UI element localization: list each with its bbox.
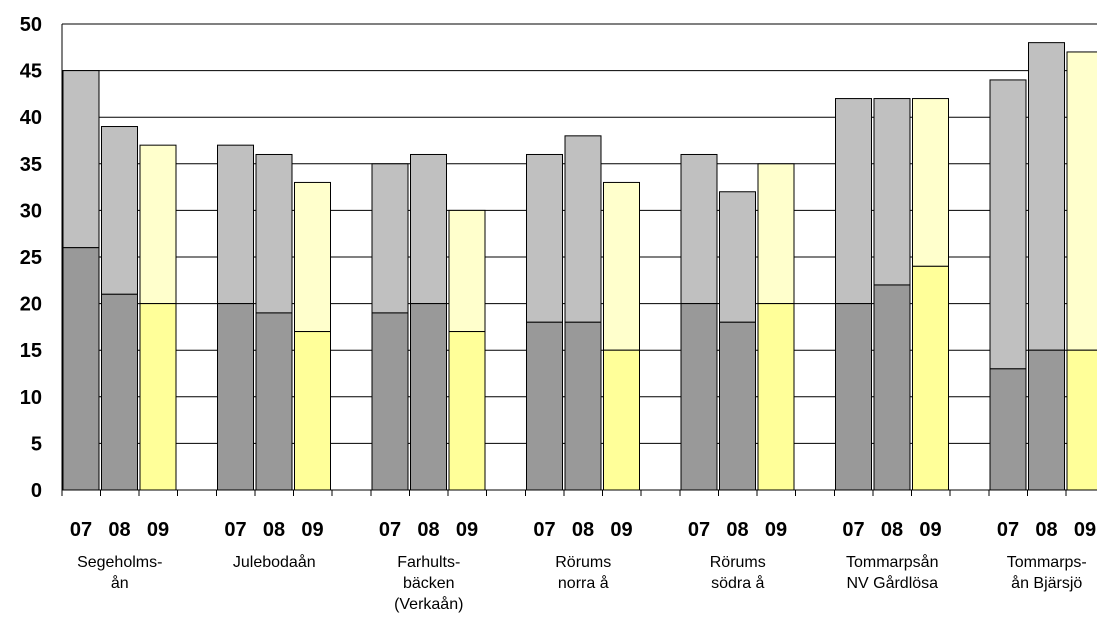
bar-lower-segment [139, 303, 177, 491]
bar-upper-segment [873, 98, 911, 286]
year-label: 08 [572, 519, 594, 541]
year-label: 07 [224, 519, 246, 541]
year-label: 09 [610, 519, 632, 541]
bar-lower-segment [912, 265, 949, 491]
category-label: Julebodaån [233, 553, 316, 571]
bar-lower-segment [526, 321, 563, 491]
category-label: norra å [558, 574, 609, 592]
bar-upper-segment [564, 135, 602, 323]
y-tick-label: 35 [20, 154, 42, 176]
year-label: 07 [533, 519, 555, 541]
bar-lower-segment [101, 293, 138, 491]
label-layer: 07 08 09 Segeholms-ån 07 08 09 Julebodaån 07 08 09… [70, 519, 1096, 613]
y-tick-label: 0 [31, 480, 42, 502]
bar-upper-segment [680, 153, 718, 305]
year-label: 07 [688, 519, 710, 541]
year-label: 08 [108, 519, 130, 541]
y-tick-label: 45 [20, 61, 42, 83]
bar-upper-segment [62, 70, 100, 249]
bar-lower-segment [873, 284, 911, 491]
year-label: 08 [1035, 519, 1057, 541]
year-label: 08 [417, 519, 439, 541]
year-label: 09 [1074, 519, 1096, 541]
year-label: 07 [70, 519, 92, 541]
bar-upper-segment [719, 191, 756, 323]
y-tick-label: 40 [20, 107, 42, 129]
year-label: 09 [301, 519, 323, 541]
y-tick-label: 30 [20, 200, 42, 222]
bars-layer [62, 42, 1097, 491]
year-label: 09 [147, 519, 169, 541]
bar-upper-segment [294, 181, 331, 333]
bar-lower-segment [835, 303, 872, 491]
category-label: bäcken [403, 575, 455, 592]
bar-upper-segment [255, 153, 293, 314]
y-tick-label: 20 [20, 294, 42, 316]
y-tick-label: 25 [20, 247, 42, 269]
bar-lower-segment [757, 303, 795, 491]
bar-upper-segment [217, 144, 254, 305]
bar-lower-segment [1028, 349, 1065, 491]
category-label: södra å [711, 574, 764, 592]
y-tick-label: 50 [20, 14, 42, 36]
axis-layer: 0 5 10 15 20 25 30 35 40 45 50 [20, 14, 1097, 502]
bar-upper-segment [1066, 51, 1097, 351]
bar-upper-segment [603, 181, 640, 351]
year-label: 09 [919, 519, 941, 541]
year-label: 08 [881, 519, 903, 541]
bar-upper-segment [757, 163, 795, 305]
bar-lower-segment [255, 312, 293, 491]
category-label: Farhults- [397, 554, 460, 571]
category-label: Rörums [555, 554, 611, 571]
y-tick-label: 10 [20, 387, 42, 409]
bar-upper-segment [371, 163, 409, 314]
bar-upper-segment [989, 79, 1027, 370]
bar-lower-segment [371, 312, 409, 491]
bar-lower-segment [410, 303, 447, 491]
bar-lower-segment [217, 303, 254, 491]
category-label: ån [111, 574, 129, 592]
bar-lower-segment [719, 321, 756, 491]
year-label: 08 [263, 519, 285, 541]
bar-upper-segment [448, 209, 486, 333]
bar-upper-segment [101, 126, 138, 295]
year-label: 07 [379, 519, 401, 541]
category-label: (Verkaån) [394, 595, 463, 613]
bar-lower-segment [1066, 349, 1097, 491]
category-label: ån Bjärsjö [1011, 574, 1082, 592]
y-tick-label: 5 [31, 433, 42, 455]
bar-upper-segment [835, 98, 872, 305]
bar-upper-segment [410, 153, 447, 305]
category-label: NV Gårdlösa [846, 574, 938, 592]
y-tick-label: 15 [20, 340, 42, 362]
year-label: 09 [456, 519, 478, 541]
year-label: 08 [726, 519, 748, 541]
bar-lower-segment [603, 349, 640, 491]
category-label: Segeholms- [77, 554, 162, 571]
bar-upper-segment [526, 153, 563, 323]
year-label: 07 [997, 519, 1019, 541]
category-label: Tommarps- [1007, 554, 1087, 571]
year-label: 09 [765, 519, 787, 541]
bar-lower-segment [294, 331, 331, 491]
bar-lower-segment [448, 331, 486, 491]
bar-lower-segment [989, 368, 1027, 491]
category-label: Tommarpsån [846, 553, 938, 571]
bar-upper-segment [1028, 42, 1065, 351]
bar-upper-segment [912, 98, 949, 267]
bar-lower-segment [680, 303, 718, 491]
bar-upper-segment [139, 144, 177, 305]
year-label: 07 [842, 519, 864, 541]
category-label: Rörums [710, 554, 766, 571]
bar-lower-segment [62, 247, 100, 491]
bar-lower-segment [564, 321, 602, 491]
